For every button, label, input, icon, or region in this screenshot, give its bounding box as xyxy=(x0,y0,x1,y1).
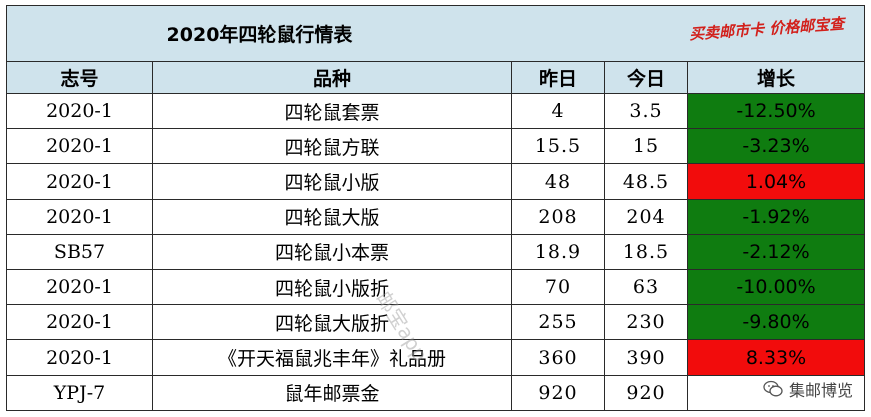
cell-code: 2020-1 xyxy=(6,339,153,376)
header-today: 今日 xyxy=(604,60,688,95)
header-item: 品种 xyxy=(152,60,512,95)
cell-code: 2020-1 xyxy=(6,128,153,165)
cell-item: 鼠年邮票金 xyxy=(152,374,512,412)
cell-item: 《开天福鼠兆丰年》礼品册 xyxy=(152,339,512,376)
cell-item: 四轮鼠小版 xyxy=(152,163,512,200)
cell-code: 2020-1 xyxy=(6,269,153,306)
cell-today: 920 xyxy=(604,374,688,412)
cell-today: 15 xyxy=(604,128,688,165)
cell-change: -2.12% xyxy=(686,233,866,271)
cell-yesterday: 18.9 xyxy=(511,233,605,271)
table-row: 2020-1 《开天福鼠兆丰年》礼品册 360 390 8.33% xyxy=(6,339,866,376)
cell-item: 四轮鼠大版折 xyxy=(152,304,512,341)
cell-yesterday: 4 xyxy=(511,93,605,130)
cell-code: 2020-1 xyxy=(6,93,153,130)
cell-change: 8.33% xyxy=(686,339,866,376)
cell-change xyxy=(686,374,866,412)
table-row: 2020-1 四轮鼠大版 208 204 -1.92% xyxy=(6,198,866,235)
cell-yesterday: 255 xyxy=(511,304,605,341)
title-cell: 2020年四轮鼠行情表 买卖邮市卡 价格邮宝查 xyxy=(5,5,866,62)
cell-yesterday: 70 xyxy=(511,269,605,306)
table-row: YPJ-7 鼠年邮票金 920 920 xyxy=(6,374,866,412)
cell-code: 2020-1 xyxy=(6,304,153,341)
cell-change: -1.92% xyxy=(686,198,866,235)
cell-change: -3.23% xyxy=(686,128,866,165)
cell-today: 18.5 xyxy=(604,233,688,271)
cell-today: 48.5 xyxy=(604,163,688,200)
cell-code: 2020-1 xyxy=(6,163,153,200)
table-row: 2020-1 四轮鼠小版 48 48.5 1.04% xyxy=(6,163,866,200)
cell-code: YPJ-7 xyxy=(6,374,153,412)
title-row: 2020年四轮鼠行情表 买卖邮市卡 价格邮宝查 xyxy=(5,5,866,62)
header-code: 志号 xyxy=(6,60,153,95)
price-table: 2020年四轮鼠行情表 买卖邮市卡 价格邮宝查 志号 品种 昨日 今日 增长 2… xyxy=(5,5,866,412)
cell-today: 63 xyxy=(604,269,688,306)
wechat-icon xyxy=(763,380,783,397)
cell-change: -10.00% xyxy=(686,269,866,306)
cell-item: 四轮鼠套票 xyxy=(152,93,512,130)
table-title: 2020年四轮鼠行情表 xyxy=(166,23,353,46)
cell-yesterday: 920 xyxy=(511,374,605,412)
header-change: 增长 xyxy=(686,60,866,95)
cell-today: 3.5 xyxy=(604,93,688,130)
cell-item: 四轮鼠大版 xyxy=(152,198,512,235)
cell-yesterday: 360 xyxy=(511,339,605,376)
cell-code: 2020-1 xyxy=(6,198,153,235)
cell-code: SB57 xyxy=(6,233,153,271)
cell-change: -12.50% xyxy=(686,93,866,130)
brand-badge: 集邮博览 xyxy=(763,377,853,401)
cell-item: 四轮鼠小本票 xyxy=(152,233,512,271)
cell-yesterday: 15.5 xyxy=(511,128,605,165)
promo-stamp: 买卖邮市卡 价格邮宝查 xyxy=(688,14,845,44)
table-row: 2020-1 四轮鼠小版折 70 63 -10.00% xyxy=(6,269,866,306)
cell-today: 390 xyxy=(604,339,688,376)
header-yesterday: 昨日 xyxy=(511,60,605,95)
brand-name: 集邮博览 xyxy=(788,381,853,400)
cell-today: 204 xyxy=(604,198,688,235)
table-row: 2020-1 四轮鼠套票 4 3.5 -12.50% xyxy=(6,93,866,130)
table-row: 2020-1 四轮鼠方联 15.5 15 -3.23% xyxy=(6,128,866,165)
header-row: 志号 品种 昨日 今日 增长 xyxy=(6,60,866,95)
cell-yesterday: 48 xyxy=(511,163,605,200)
cell-item: 四轮鼠方联 xyxy=(152,128,512,165)
table-row: 2020-1 四轮鼠大版折 255 230 -9.80% xyxy=(6,304,866,341)
cell-today: 230 xyxy=(604,304,688,341)
cell-yesterday: 208 xyxy=(511,198,605,235)
cell-change: 1.04% xyxy=(686,163,866,200)
cell-change: -9.80% xyxy=(686,304,866,341)
table-row: SB57 四轮鼠小本票 18.9 18.5 -2.12% xyxy=(6,233,866,271)
cell-item: 四轮鼠小版折 xyxy=(152,269,512,306)
